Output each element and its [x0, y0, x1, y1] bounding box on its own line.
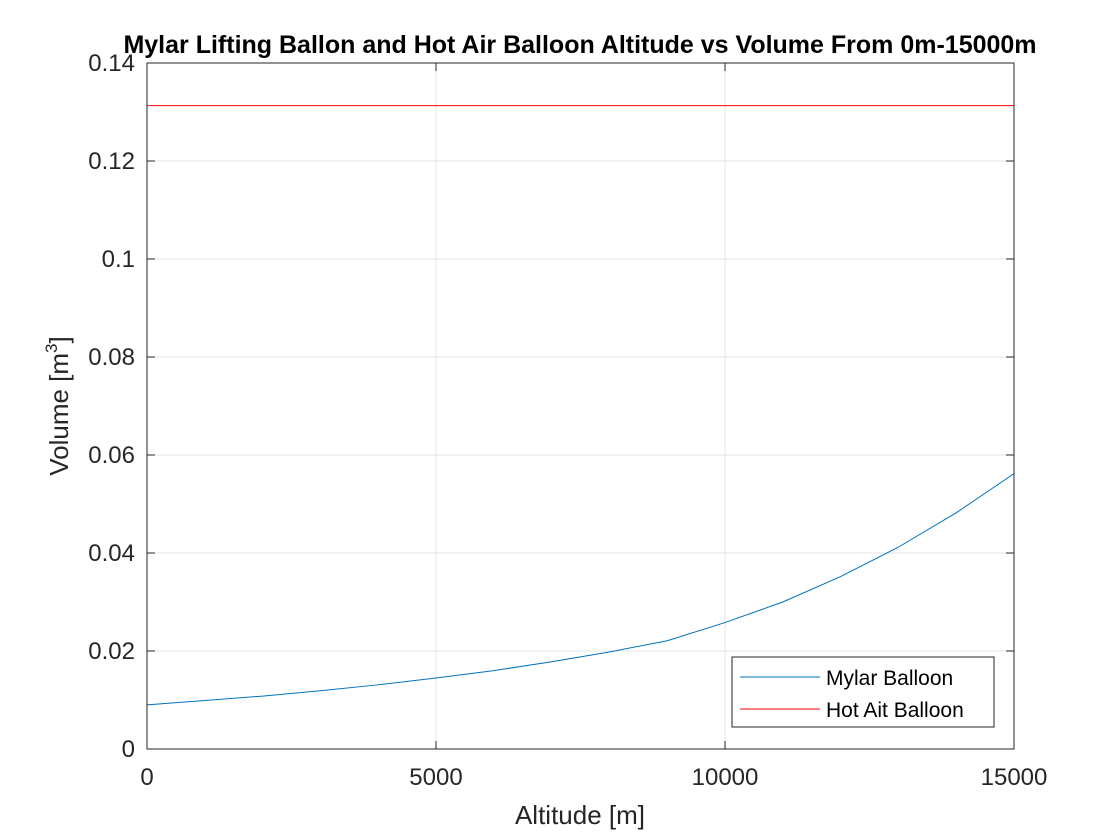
series-layer [146, 105, 1015, 706]
plot-area [147, 63, 1014, 749]
legend-box [731, 656, 995, 728]
y-tick-label: 0.02 [88, 638, 135, 665]
x-tick-label: 10000 [692, 764, 759, 791]
y-tick-label: 0 [122, 736, 135, 763]
y-axis-label-suffix: ] [44, 336, 74, 343]
x-axis-label: Altitude [m] [515, 800, 645, 830]
chart-title: Mylar Lifting Ballon and Hot Air Balloon… [123, 31, 1036, 59]
y-tick-label: 0.08 [88, 344, 135, 371]
legend-label-hot-air: Hot Ait Balloon [826, 699, 964, 722]
y-tick-label: 0.14 [88, 50, 135, 77]
y-axis-ticks: 0 0.02 0.04 0.06 0.08 0.1 0.12 0.14 [88, 50, 1014, 763]
legend-label-mylar: Mylar Balloon [826, 667, 953, 690]
y-tick-label: 0.12 [88, 148, 135, 175]
x-tick-label: 5000 [409, 764, 462, 791]
y-axis-label-superscript: 3 [42, 343, 61, 352]
x-axis-ticks: 0 5000 10000 15000 [140, 63, 1047, 791]
y-tick-label: 0.1 [102, 246, 135, 273]
x-tick-label: 15000 [981, 764, 1048, 791]
plot-frame [146, 62, 1015, 750]
y-axis-label-prefix: Volume [m [44, 353, 74, 476]
y-axis-label: Volume [m3] [42, 336, 74, 476]
grid [147, 63, 1014, 749]
legend: Mylar Balloon Hot Ait Balloon [731, 656, 995, 728]
x-tick-label: 0 [140, 764, 153, 791]
y-tick-label: 0.06 [88, 442, 135, 469]
series-line-mylar [146, 473, 1015, 706]
y-tick-label: 0.04 [88, 540, 135, 567]
